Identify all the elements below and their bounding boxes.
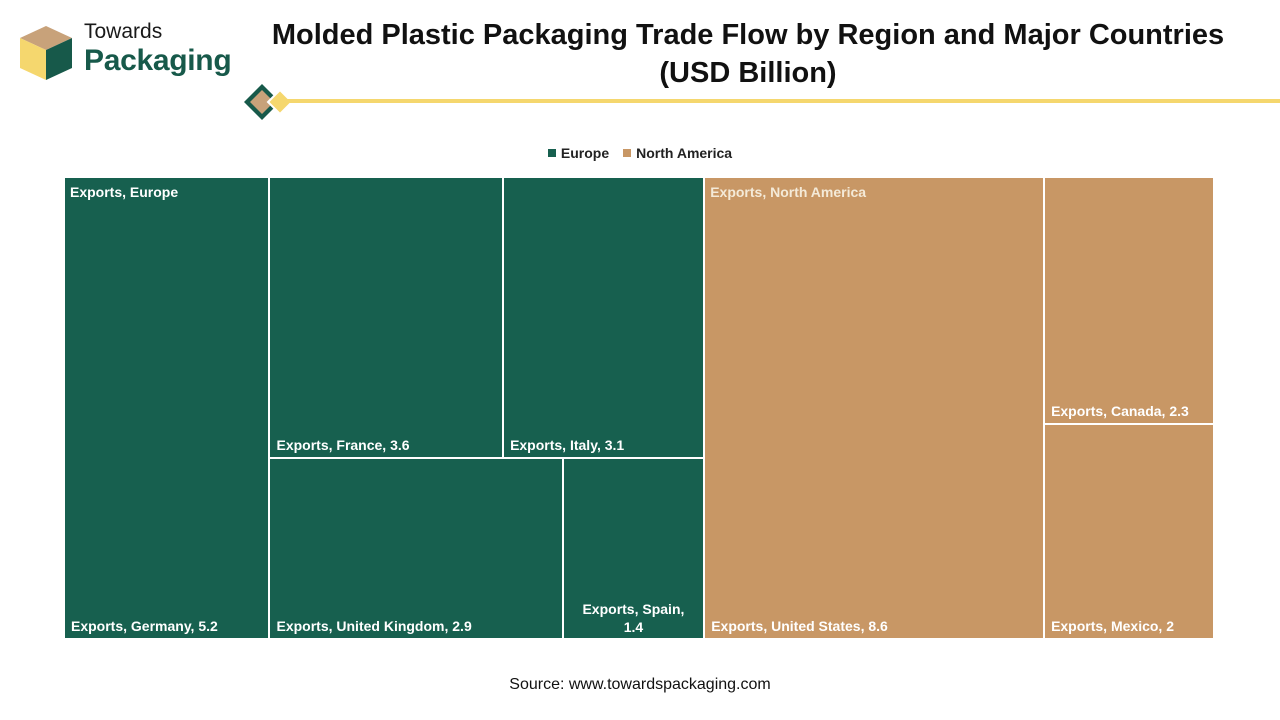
box-logo-icon bbox=[20, 26, 72, 80]
treemap-tile-exports-italy-3-1: Exports, Italy, 3.1 bbox=[503, 177, 705, 459]
logo-text-top: Towards bbox=[84, 20, 163, 43]
group-label-europe: Exports, Europe bbox=[70, 184, 179, 200]
tile-label-line: 1.4 bbox=[623, 618, 644, 635]
treemap-tile-exports-spain-1-4: Exports, Spain, 1.4 bbox=[562, 458, 705, 639]
legend-item-north-america: North America bbox=[623, 145, 732, 161]
treemap-tile-exports-mexico-2: Exports, Mexico, 2 bbox=[1044, 424, 1214, 639]
tile-label: Exports, Canada, 2.3 bbox=[1051, 403, 1189, 420]
group-label-north-america: Exports, North America bbox=[710, 184, 867, 200]
tile-label: Exports, France, 3.6 bbox=[276, 437, 410, 454]
title-underline bbox=[286, 99, 1280, 103]
legend-label-europe: Europe bbox=[560, 145, 610, 161]
tile-label: Exports, United States, 8.6 bbox=[711, 618, 888, 634]
treemap-tile-exports-united-kingdom-2-9: Exports, United Kingdom, 2.9 bbox=[269, 458, 563, 639]
tile-label: Exports, Spain, 1.4 bbox=[564, 600, 704, 636]
treemap-tile-exports-france-3-6: Exports, France, 3.6 bbox=[269, 177, 504, 459]
legend-swatch-europe bbox=[547, 149, 556, 157]
treemap-tile-exports-canada-2-3: Exports, Canada, 2.3 bbox=[1044, 177, 1214, 425]
tile-label: Exports, Mexico, 2 bbox=[1051, 617, 1174, 634]
treemap-plot: Exports, Germany, 5.2 Exports, Europe Expo… bbox=[64, 177, 1214, 639]
tile-label-line: Exports, Spain, bbox=[582, 600, 685, 617]
treemap-tile-exports-united-states-8-6: Exports, United States, 8.6 Exports, Nort… bbox=[704, 177, 1045, 639]
source-note: Source: www.towardspackaging.com bbox=[509, 676, 771, 693]
treemap-tile-exports-germany-5-2: Exports, Germany, 5.2 Exports, Europe bbox=[64, 177, 270, 639]
legend-label-north-america: North America bbox=[636, 145, 733, 161]
chart-legend: Europe North America bbox=[0, 145, 1280, 161]
brand-logo: Towards Packaging bbox=[16, 18, 236, 88]
chart-title: Molded Plastic Packaging Trade Flow by R… bbox=[271, 19, 1225, 89]
legend-swatch-north-america bbox=[623, 149, 632, 157]
logo-text-bottom: Packaging bbox=[84, 44, 232, 77]
legend-item-europe: Europe bbox=[547, 145, 610, 161]
tile-label: Exports, Italy, 3.1 bbox=[510, 437, 625, 454]
tile-label: Exports, Germany, 5.2 bbox=[71, 618, 218, 634]
diamond-accent-icon bbox=[244, 84, 294, 120]
tile-label: Exports, United Kingdom, 2.9 bbox=[276, 617, 472, 634]
